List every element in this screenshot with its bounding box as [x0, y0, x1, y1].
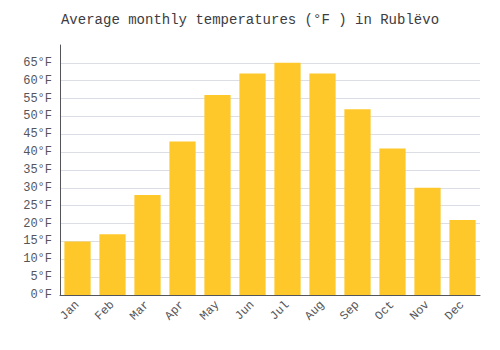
- svg-text:Jul: Jul: [267, 298, 292, 323]
- svg-text:Average monthly temperatures (: Average monthly temperatures (°F ) in Ru…: [61, 12, 439, 28]
- svg-text:40°F: 40°F: [23, 145, 52, 159]
- svg-text:45°F: 45°F: [23, 127, 52, 141]
- svg-text:Sep: Sep: [337, 298, 362, 323]
- svg-text:Jan: Jan: [57, 298, 82, 323]
- svg-text:Nov: Nov: [407, 298, 432, 323]
- svg-text:5°F: 5°F: [30, 270, 52, 284]
- svg-text:Jun: Jun: [232, 298, 257, 323]
- svg-text:15°F: 15°F: [23, 234, 52, 248]
- svg-text:20°F: 20°F: [23, 217, 52, 231]
- svg-text:65°F: 65°F: [23, 56, 52, 70]
- svg-text:Aug: Aug: [302, 298, 327, 323]
- svg-text:35°F: 35°F: [23, 163, 52, 177]
- svg-text:30°F: 30°F: [23, 181, 52, 195]
- svg-text:60°F: 60°F: [23, 74, 52, 88]
- svg-text:Dec: Dec: [442, 298, 467, 323]
- svg-text:Mar: Mar: [127, 298, 152, 323]
- svg-text:0°F: 0°F: [30, 288, 52, 302]
- svg-text:Apr: Apr: [162, 298, 187, 323]
- svg-text:May: May: [197, 298, 222, 323]
- svg-text:25°F: 25°F: [23, 199, 52, 213]
- svg-text:Oct: Oct: [372, 298, 397, 323]
- svg-text:55°F: 55°F: [23, 92, 52, 106]
- svg-text:10°F: 10°F: [23, 252, 52, 266]
- svg-text:Feb: Feb: [92, 298, 117, 323]
- svg-text:50°F: 50°F: [23, 109, 52, 123]
